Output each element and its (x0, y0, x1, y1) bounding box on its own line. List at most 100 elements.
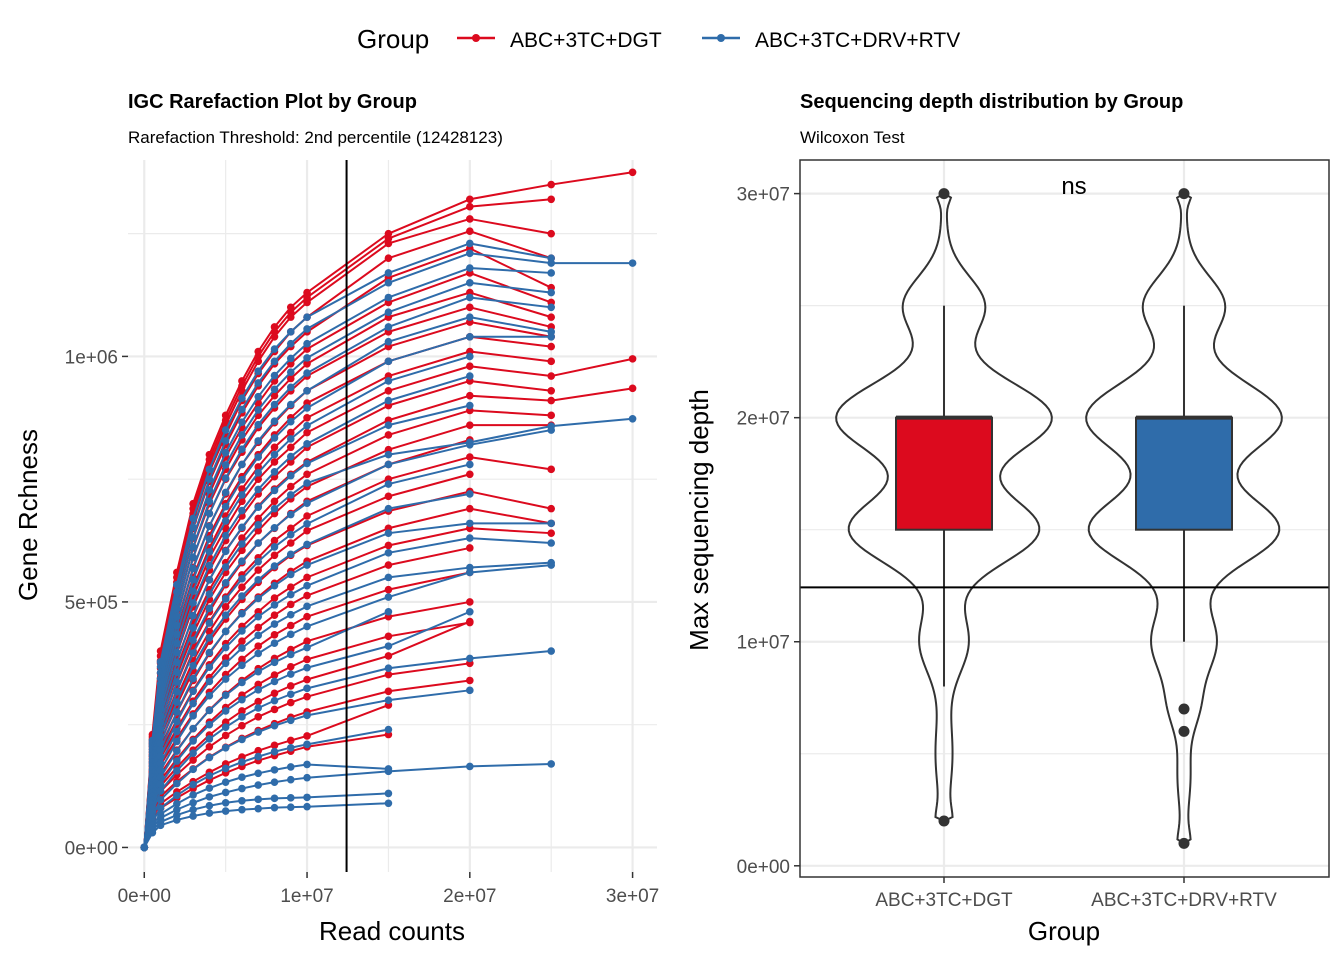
rarefaction-point (270, 551, 279, 560)
rarefaction-point (466, 686, 474, 695)
rarefaction-point (205, 522, 214, 531)
rarefaction-point (221, 437, 230, 445)
rarefaction-point (303, 612, 311, 621)
rarefaction-point (205, 604, 214, 613)
rarefaction-point (286, 328, 295, 336)
rarefaction-point (205, 590, 214, 598)
rarefaction-point (303, 421, 311, 430)
rarefaction-point (303, 499, 311, 508)
rarefaction-point (547, 519, 555, 528)
rarefaction-line (143, 763, 389, 848)
depth-boxes (895, 188, 1233, 849)
rarefaction-point (286, 417, 295, 426)
rarefaction-point (238, 797, 246, 805)
rarefaction-point (303, 740, 311, 749)
rarefaction-point (173, 727, 181, 736)
rarefaction-point (221, 643, 230, 652)
rarefaction-point (221, 517, 230, 525)
rarefaction-point (189, 791, 197, 799)
rarefaction-curve (140, 401, 474, 852)
rarefaction-point (466, 762, 474, 771)
rarefaction-point (286, 803, 295, 811)
rarefaction-point (205, 497, 214, 506)
rarefaction-line (143, 802, 389, 848)
rarefaction-point (173, 805, 181, 814)
rarefaction-point (547, 426, 555, 434)
rarefaction-curve (140, 647, 555, 852)
rarefaction-point (286, 690, 295, 699)
rarefaction-point (238, 460, 246, 469)
rarefaction-point (384, 396, 393, 405)
rarefaction-point (189, 798, 197, 807)
rarefaction-point (270, 345, 279, 353)
rarefaction-point (270, 671, 279, 679)
rarefaction-point (189, 749, 197, 757)
rarefaction-point (286, 775, 295, 784)
rarefaction-point (547, 229, 555, 238)
rarefaction-point (189, 780, 197, 789)
depth-title: Sequencing depth distribution by Group (800, 91, 1183, 113)
rarefaction-point (466, 676, 474, 685)
rarefaction-point (254, 420, 263, 429)
rarefaction-point (303, 470, 311, 479)
rarefaction-point (628, 414, 637, 423)
rarefaction-point (303, 684, 311, 693)
rarefaction-point (466, 654, 474, 663)
rarefaction-point (270, 705, 279, 714)
rarefaction-axes: 0e+00 1e+07 2e+07 3e+07 0e+00 5e+05 1e+06 (65, 347, 660, 907)
rarefaction-point (628, 355, 637, 363)
rarefaction-point (254, 704, 263, 712)
rarefaction-point (303, 802, 311, 811)
legend: Group ABC+3TC+DGT ABC+3TC+DRV+RTV (357, 24, 960, 54)
rarefaction-point (221, 578, 230, 587)
rarefaction-point (238, 506, 246, 515)
rarefaction-point (189, 553, 197, 562)
rarefaction-point (303, 428, 311, 437)
rarefaction-point (466, 598, 474, 606)
rarefaction-point (384, 573, 393, 582)
rarefaction-point (270, 536, 279, 545)
rarefaction-point (466, 239, 474, 248)
rarefaction-point (303, 643, 311, 652)
rarefaction-point (254, 485, 263, 494)
rarefaction-point (384, 670, 393, 679)
rarefaction-point (384, 799, 393, 808)
rarefaction-point (221, 547, 230, 556)
rarefaction-point (173, 779, 181, 788)
rarefaction-point (254, 514, 263, 523)
rarefaction-point (254, 526, 263, 535)
rarefaction-point (547, 180, 555, 189)
rarefaction-point (286, 621, 295, 630)
rarefaction-point (270, 385, 279, 394)
rarefaction-point (173, 791, 181, 800)
depth-grid (800, 160, 1329, 877)
rarefaction-curve (140, 558, 555, 852)
rarefaction-point (303, 573, 311, 582)
rarefaction-point (205, 561, 214, 570)
rarefaction-point (286, 743, 295, 752)
rarefaction-point (547, 259, 555, 267)
rarefaction-point (466, 470, 474, 479)
rarefaction-point (270, 417, 279, 426)
rarefaction-point (238, 655, 246, 664)
rarefaction-point (286, 670, 295, 678)
rarefaction-point (547, 313, 555, 321)
y-tick-label: 0e+00 (737, 857, 790, 878)
rarefaction-point (270, 794, 279, 803)
rarefaction-point (303, 591, 311, 600)
rarefaction-point (303, 622, 311, 631)
rarefaction-line (143, 537, 552, 848)
rarefaction-point (303, 313, 311, 321)
y-tick-label: 3e+07 (737, 185, 790, 206)
rarefaction-point (270, 677, 279, 686)
rarefaction-point (270, 581, 279, 590)
rarefaction-point (384, 607, 393, 616)
rarefaction-point (270, 611, 279, 619)
rarefaction-point (303, 540, 311, 549)
rarefaction-point (303, 692, 311, 701)
rarefaction-point (205, 706, 214, 715)
rarefaction-point (221, 654, 230, 662)
rarefaction-point (238, 386, 246, 395)
y-tick-label: 1e+06 (65, 347, 118, 368)
rarefaction-point (238, 405, 246, 414)
